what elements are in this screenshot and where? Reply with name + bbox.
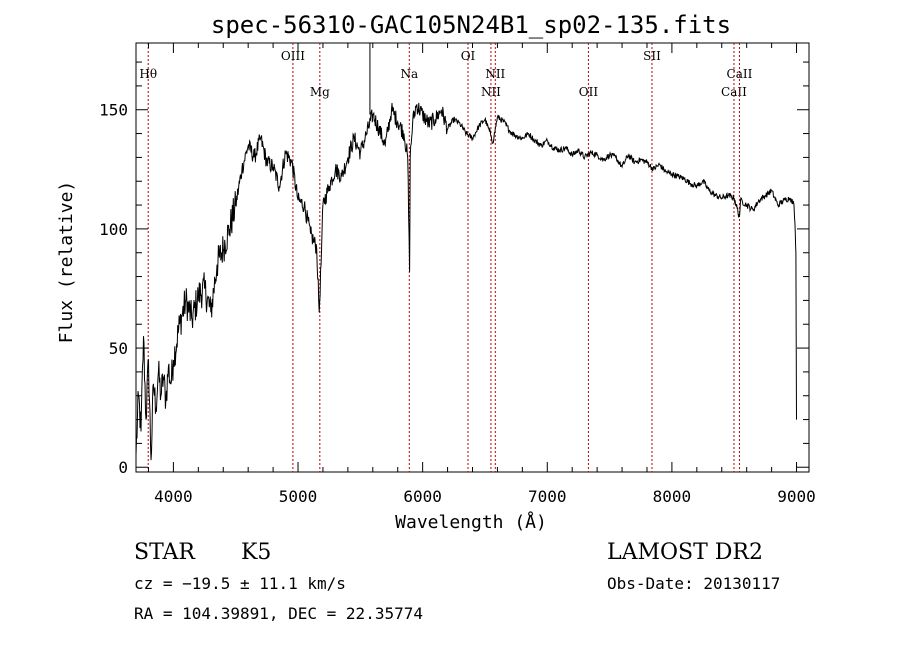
x-tick-label-2: 6000 (403, 487, 442, 506)
sky-coordinates: RA = 104.39891, DEC = 22.35774 (134, 604, 423, 623)
observation-date: Obs-Date: 20130117 (607, 574, 780, 593)
marker-label-10: CaII (727, 67, 753, 81)
marker-label-3: Na (400, 67, 418, 81)
x-tick-label-3: 7000 (528, 487, 567, 506)
x-tick-label-4: 8000 (653, 487, 692, 506)
survey-name: LAMOST DR2 (607, 540, 763, 565)
chart-title: spec-56310-GAC105N24B1_sp02-135.fits (211, 11, 731, 39)
marker-label-1: OIII (281, 49, 305, 63)
object-subclass: K5 (241, 540, 271, 565)
x-tick-label-5: 9000 (777, 487, 816, 506)
marker-label-8: SII (643, 49, 661, 63)
marker-label-6: NII (485, 67, 505, 81)
marker-label-5: NII (481, 85, 501, 99)
marker-label-2: Mg (310, 85, 330, 99)
spectrum-line (135, 102, 797, 461)
marker-label-0: Hθ (139, 67, 157, 81)
x-axis-label: Wavelength (Å) (395, 511, 547, 533)
marker-label-4: OI (461, 49, 476, 63)
x-tick-label-0: 4000 (154, 487, 193, 506)
redshift-velocity: cz = −19.5 ± 11.1 km/s (134, 574, 346, 593)
y-tick-label-3: 150 (99, 101, 128, 120)
y-axis-label: Flux (relative) (56, 181, 77, 344)
x-tick-label-1: 5000 (279, 487, 318, 506)
x-axis-ticks: 4000 5000 6000 7000 8000 9000 (147, 43, 816, 506)
spectrum-info: STAR K5 cz = −19.5 ± 11.1 km/s RA = 104.… (134, 540, 780, 623)
spectral-line-markers: Hθ OIII Mg Na OI NII NII OII SII CaII CaII (139, 43, 753, 472)
marker-label-9: CaII (721, 85, 747, 99)
object-class: STAR (134, 540, 196, 565)
y-tick-label-2: 100 (99, 220, 128, 239)
marker-label-7: OII (579, 85, 599, 99)
y-tick-label-0: 0 (118, 458, 128, 477)
y-axis-ticks: 0 50 100 150 (99, 61, 809, 477)
plot-frame (135, 42, 810, 473)
y-tick-label-1: 50 (109, 339, 128, 358)
